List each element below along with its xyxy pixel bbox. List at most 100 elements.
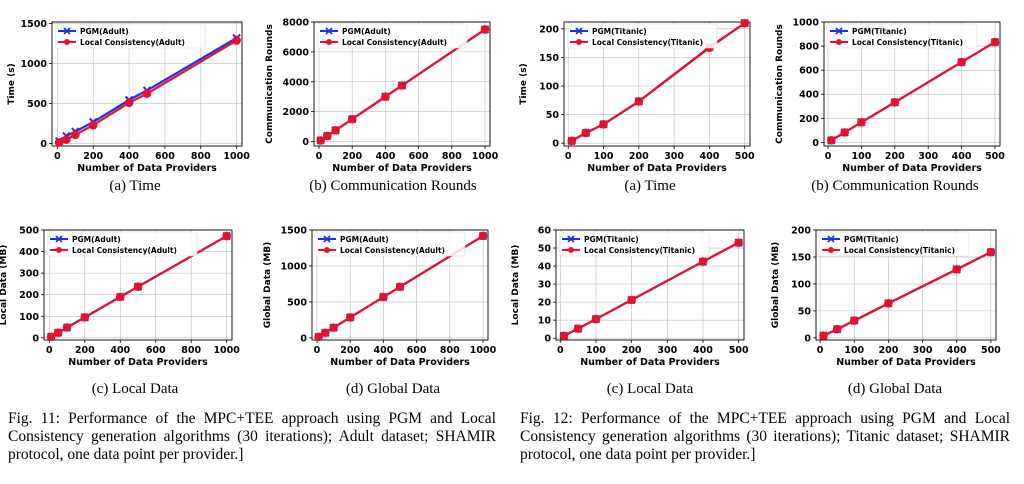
legend-marker (568, 247, 574, 253)
legend-marker (835, 27, 843, 35)
y-tick-label: 150 (539, 53, 559, 64)
x-tick-label: 400 (373, 345, 393, 356)
plot-frame (311, 229, 489, 341)
data-point (849, 316, 859, 325)
subcaption: (d) Global Data (847, 381, 943, 397)
x-tick-label: 0 (565, 151, 572, 162)
series-line (823, 251, 992, 337)
y-tick-label: 400 (799, 90, 819, 101)
data-point (581, 128, 591, 138)
data-point (832, 324, 842, 334)
chart-adult-global-data: 0 200 400 600 800 1000 0 500 1000 1500 Number of D… (252, 220, 502, 370)
data-point (316, 136, 325, 145)
legend-label: PGM(Adult) (342, 27, 391, 36)
y-tick-label: 50 (798, 306, 812, 317)
legend-marker (567, 235, 575, 243)
legend-label: Local Consistency(Adult) (340, 246, 445, 255)
legend-box (316, 23, 468, 49)
x-tick-label: 300 (913, 345, 933, 356)
x-tick-label: 800 (442, 151, 462, 162)
legend-marker (827, 235, 835, 243)
series-line (563, 241, 740, 337)
plot-frame (823, 21, 1001, 147)
series-line (830, 41, 996, 142)
subcaption: (a) Time (109, 178, 161, 194)
y-axis-label: Time (s) (519, 63, 529, 104)
y-tick-label: 50 (546, 110, 560, 121)
legend-label: PGM(Adult) (72, 235, 121, 244)
data-point (381, 92, 390, 101)
data-point (698, 257, 708, 266)
x-tick-label: 200 (878, 345, 898, 356)
data-point (115, 292, 125, 302)
x-tick-label: 600 (155, 151, 175, 162)
x-axis-label: Number of Data Providers (587, 163, 727, 174)
y-tick-label: 50 (538, 244, 552, 255)
data-point (62, 135, 71, 144)
x-tick-label: 1000 (470, 345, 497, 356)
y-axis-label: Global Data (MB) (771, 242, 781, 328)
x-tick-label: 200 (340, 345, 360, 356)
legend-marker (326, 39, 332, 45)
legend-label: PGM(Adult) (80, 27, 129, 36)
y-tick-label: 500 (287, 297, 307, 308)
legend-box (314, 231, 466, 257)
data-point (734, 238, 743, 247)
data-point (819, 331, 828, 340)
subcaption: (a) Time (624, 178, 676, 194)
x-tick-label: 400 (119, 151, 139, 162)
legend-label: Local Consistency(Titanic) (852, 38, 963, 47)
x-axis-label: Number of Data Providers (332, 163, 472, 174)
figure-caption-12: Fig. 12: Performance of the MPC+TEE appr… (520, 410, 1010, 463)
y-tick-label: 300 (19, 269, 39, 280)
y-tick-label: 200 (19, 290, 39, 301)
legend-box (566, 23, 718, 49)
data-point (53, 328, 63, 337)
legend-box (54, 23, 206, 49)
subcaption: (d) Global Data (345, 381, 441, 397)
x-tick-label: 600 (409, 151, 429, 162)
subcaption: (c) Local Data (91, 381, 179, 397)
legend-label: PGM(Titanic) (844, 235, 899, 244)
data-point (46, 332, 56, 342)
data-point (232, 36, 241, 45)
x-tick-label: 600 (146, 345, 166, 356)
plot-frame (43, 229, 233, 341)
x-tick-label: 0 (46, 345, 53, 356)
plot-frame (555, 229, 745, 341)
data-point (599, 119, 608, 129)
y-tick-label: 0 (804, 333, 811, 344)
legend-marker (324, 247, 330, 253)
x-tick-label: 200 (885, 151, 905, 162)
x-tick-label: 400 (110, 345, 130, 356)
data-point (857, 117, 866, 127)
x-tick-label: 1000 (472, 151, 499, 162)
y-tick-label: 200 (791, 226, 811, 237)
legend-label: Local Consistency(Adult) (72, 246, 177, 255)
x-axis-label: Number of Data Providers (580, 357, 720, 368)
x-tick-label: 300 (657, 345, 677, 356)
y-axis-label: Local Data (MB) (0, 245, 9, 326)
y-tick-label: 30 (538, 280, 552, 291)
legend-label: PGM(Adult) (340, 235, 389, 244)
legend-box (818, 231, 970, 257)
x-tick-label: 1000 (223, 151, 250, 162)
data-point (80, 313, 90, 322)
x-axis-label: Number of Data Providers (842, 163, 982, 174)
data-point (347, 114, 357, 124)
x-tick-label: 100 (851, 151, 871, 162)
y-tick-label: 600 (799, 66, 819, 77)
legend-marker (836, 39, 842, 45)
y-tick-label: 100 (791, 279, 811, 290)
x-tick-label: 800 (440, 345, 460, 356)
x-axis-label: Number of Data Providers (836, 357, 976, 368)
y-axis-label: Communication Rounds (265, 24, 275, 144)
x-tick-label: 100 (844, 345, 864, 356)
x-tick-label: 0 (557, 345, 564, 356)
y-tick-label: 500 (27, 99, 47, 110)
y-axis-label: Communication Rounds (775, 24, 785, 144)
y-tick-label: 800 (799, 42, 819, 53)
y-tick-label: 200 (799, 114, 819, 125)
data-point (320, 328, 330, 338)
data-point (62, 323, 72, 332)
